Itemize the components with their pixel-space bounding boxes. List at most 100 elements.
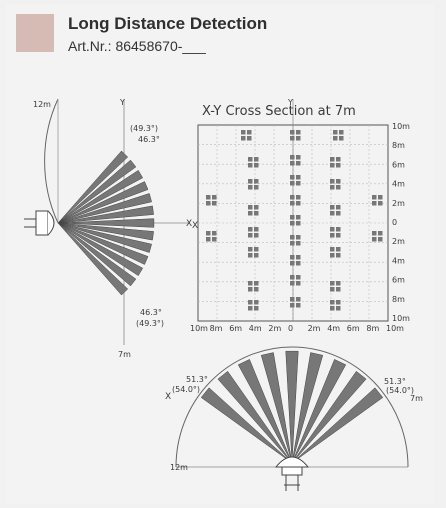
detection-zone <box>248 227 253 232</box>
top-left-angle: 51.3° <box>186 375 208 384</box>
top-right-angle-alt: (54.0°) <box>386 386 414 395</box>
side-bottom-label: 7m <box>118 350 131 359</box>
detection-zone <box>254 253 259 258</box>
detection-zone <box>290 235 295 240</box>
detection-zone <box>290 136 295 141</box>
detection-zone <box>330 157 335 162</box>
detection-zone <box>296 181 301 186</box>
detection-zone <box>339 136 344 141</box>
detection-zone <box>296 297 301 302</box>
detection-zone <box>248 233 253 238</box>
detection-zone <box>333 136 338 141</box>
side-beam <box>57 181 149 224</box>
detection-zone <box>254 227 259 232</box>
detection-zone <box>296 130 301 135</box>
cross-section-title: X-Y Cross Section at 7m <box>202 104 356 119</box>
detection-zone <box>378 237 383 242</box>
top-beam <box>291 352 324 464</box>
side-beam <box>57 222 154 241</box>
top-range-label: 12m <box>170 463 188 472</box>
detection-zone <box>254 233 259 238</box>
detection-zone <box>248 179 253 184</box>
detection-zone <box>248 287 253 292</box>
detection-zone <box>296 303 301 308</box>
detection-zone <box>290 261 295 266</box>
detection-zone <box>254 211 259 216</box>
detection-zone <box>296 195 301 200</box>
side-beam <box>57 150 129 224</box>
detection-zone <box>330 253 335 258</box>
top-x-axis: X <box>165 392 171 402</box>
grid-bottom-tick: 8m <box>210 324 223 333</box>
grid-right-tick: 10m <box>392 314 410 323</box>
detection-zone <box>336 205 341 210</box>
detection-zone <box>330 287 335 292</box>
detection-zone <box>296 235 301 240</box>
grid-right-tick: 6m <box>392 276 405 285</box>
top-beam <box>291 387 384 464</box>
top-beam <box>260 352 293 464</box>
detection-zone <box>212 231 217 236</box>
side-view: 12m Y (49.3°) 46.3° 46.3° (49.3°) X 7m <box>24 98 192 359</box>
side-beam <box>57 218 155 228</box>
detection-zone <box>248 205 253 210</box>
detection-zone <box>248 306 253 311</box>
detection-zone <box>206 231 211 236</box>
detection-zone <box>330 233 335 238</box>
grid-right-tick: 8m <box>392 295 405 304</box>
product-title: Long Distance Detection <box>68 14 268 33</box>
top-beam <box>291 359 347 464</box>
side-beam <box>57 159 137 224</box>
side-beam <box>57 222 152 253</box>
detection-zone <box>290 221 295 226</box>
side-beam <box>57 222 129 296</box>
detection-zone <box>254 179 259 184</box>
product-thumbnail[interactable] <box>16 14 54 52</box>
detection-zone <box>254 205 259 210</box>
side-beam <box>57 222 137 287</box>
detection-zone <box>296 155 301 160</box>
grid-x-axis: X <box>192 221 198 231</box>
top-view: 51.3° (54.0°) X 51.3° (54.0°) 7m 12m <box>165 346 423 491</box>
detection-zone <box>378 231 383 236</box>
grid-right-tick: 4m <box>392 180 405 189</box>
detection-zone <box>296 201 301 206</box>
detection-zone <box>212 201 217 206</box>
detection-zone <box>330 300 335 305</box>
grid-right-tick: 8m <box>392 141 405 150</box>
detection-zone <box>330 185 335 190</box>
side-range-label: 12m <box>33 100 51 109</box>
product-card: Long Distance Detection Art.Nr.: 8645867… <box>6 4 434 504</box>
side-beam <box>57 169 144 224</box>
detection-zone <box>330 306 335 311</box>
cross-section: X-Y Cross Section at 7m Y X 10m8m6m4m2m0… <box>190 98 410 333</box>
side-angle-bottom: 46.3° <box>140 308 162 317</box>
detection-zone <box>248 281 253 286</box>
grid-bottom-tick: 8m <box>366 324 379 333</box>
detection-zone <box>254 163 259 168</box>
detection-zone <box>372 201 377 206</box>
detection-zone <box>296 241 301 246</box>
detection-zone <box>290 275 295 280</box>
side-beam <box>57 205 154 224</box>
detection-zone <box>290 155 295 160</box>
detection-zone <box>290 241 295 246</box>
detection-zone <box>330 227 335 232</box>
detection-zone <box>336 253 341 258</box>
detection-zone <box>296 161 301 166</box>
detection-zone <box>254 300 259 305</box>
side-angle-bottom-alt: (49.3°) <box>136 319 164 328</box>
detection-zone <box>336 211 341 216</box>
detection-zone <box>330 247 335 252</box>
grid-right-tick: 2m <box>392 237 405 246</box>
detection-zone <box>372 237 377 242</box>
detection-zone <box>212 237 217 242</box>
top-beam <box>200 387 293 464</box>
grid-bottom-tick: 2m <box>308 324 321 333</box>
detection-zone <box>248 253 253 258</box>
detection-zone <box>336 185 341 190</box>
side-x-axis: X <box>186 219 192 229</box>
top-beam <box>237 359 293 464</box>
grid-right-tick: 4m <box>392 256 405 265</box>
detection-zone <box>290 201 295 206</box>
